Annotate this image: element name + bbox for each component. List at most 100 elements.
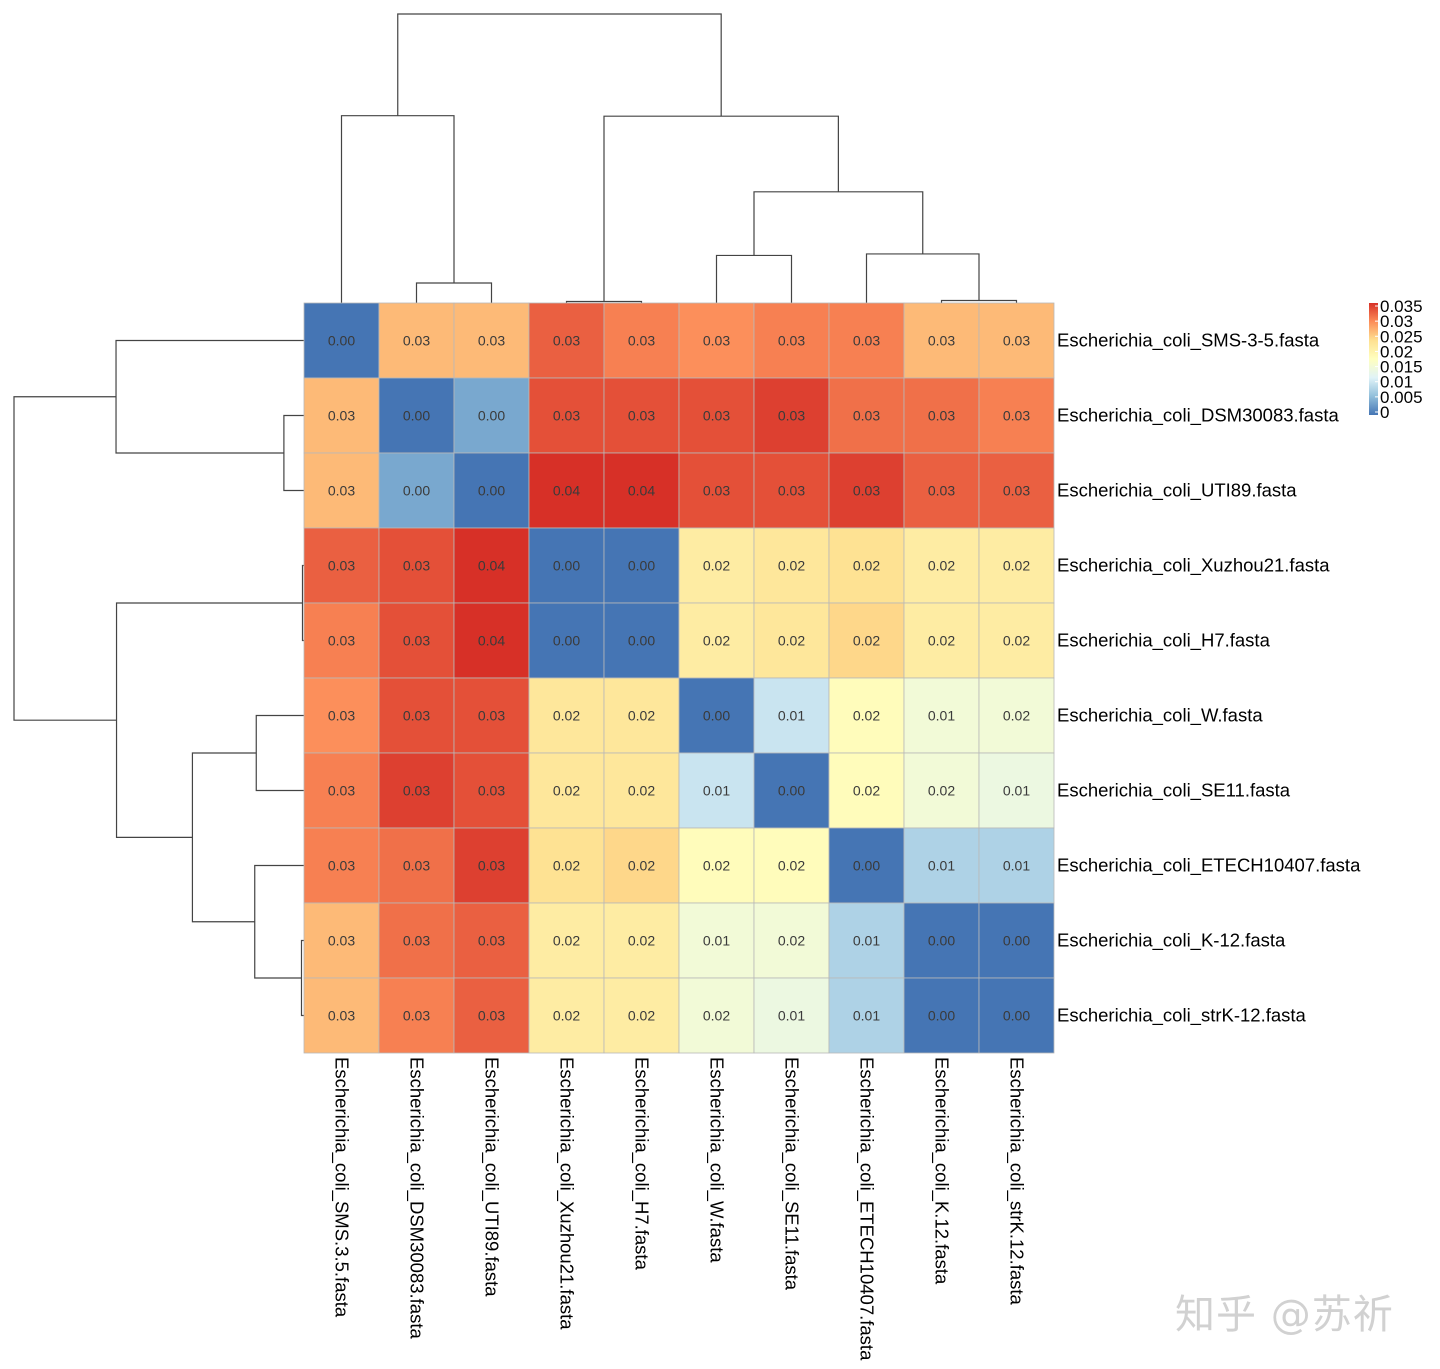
cell-value-label: 0.02 — [778, 633, 805, 649]
heatmap-cell-r9-c3 — [528, 977, 605, 1054]
cell-value-label: 0.03 — [1003, 408, 1030, 424]
column-dendrogram-branch — [340, 115, 455, 303]
heatmap-cell-r0-c0 — [303, 302, 380, 379]
heatmap-cell-r4-c2 — [453, 602, 530, 679]
row-label: Escherichia_coli_H7.fasta — [1057, 630, 1271, 652]
heatmap-cell-r7-c2 — [453, 827, 530, 904]
cell-value-label: 0.02 — [853, 783, 880, 799]
cell-value-label: 0.02 — [703, 633, 730, 649]
heatmap-cell-r6-c0 — [303, 752, 380, 829]
cell-value-label: 0.03 — [403, 783, 430, 799]
row-dendrogram — [13, 339, 304, 1017]
heatmap-cell-r0-c9 — [978, 302, 1055, 379]
heatmap-cell-r8-c1 — [378, 902, 455, 979]
heatmap-cell-r8-c2 — [453, 902, 530, 979]
cell-value-label: 0.03 — [328, 408, 355, 424]
cell-value-label: 0.03 — [403, 858, 430, 874]
cell-value-label: 0.03 — [403, 333, 430, 349]
cell-value-label: 0.00 — [628, 558, 655, 574]
cell-value-label: 0.02 — [1003, 708, 1030, 724]
cell-value-label: 0.03 — [478, 933, 505, 949]
heatmap-cell-r9-c5 — [678, 977, 755, 1054]
cell-value-label: 0.02 — [1003, 558, 1030, 574]
cell-value-label: 0.02 — [553, 1008, 580, 1024]
cell-value-label: 0.02 — [853, 633, 880, 649]
cell-value-label: 0.03 — [403, 558, 430, 574]
legend-tick-label: 0.02 — [1380, 342, 1413, 361]
heatmap-cell-r9-c2 — [453, 977, 530, 1054]
cell-value-label: 0.02 — [778, 933, 805, 949]
row-label: Escherichia_coli_UTI89.fasta — [1057, 480, 1297, 502]
heatmap-cell-r5-c0 — [303, 677, 380, 754]
cell-value-label: 0.03 — [328, 858, 355, 874]
cell-value-label: 0.03 — [328, 483, 355, 499]
heatmap-cells: 0.00 0.03 0.03 0.03 0.03 0.03 0.03 0.03 0.03 0.03… — [303, 302, 1055, 1054]
heatmap-cell-r4-c3 — [528, 602, 605, 679]
cell-value-label: 0.00 — [328, 333, 355, 349]
cell-value-label: 0.02 — [853, 558, 880, 574]
cell-value-label: 0.03 — [403, 1008, 430, 1024]
cell-value-label: 0.03 — [928, 408, 955, 424]
cell-value-label: 0.02 — [928, 633, 955, 649]
heatmap-cell-r2-c6 — [753, 452, 830, 529]
cell-value-label: 0.03 — [553, 408, 580, 424]
cell-value-label: 0.03 — [403, 933, 430, 949]
legend-tick-label: 0 — [1380, 403, 1389, 422]
cell-value-label: 0.03 — [928, 483, 955, 499]
heatmap-cell-r2-c1 — [378, 452, 455, 529]
cell-value-label: 0.03 — [1003, 333, 1030, 349]
heatmap-cell-r6-c9 — [978, 752, 1055, 829]
column-label: Escherichia_coli_W.fasta — [706, 1057, 728, 1263]
heatmap-cell-r3-c9 — [978, 527, 1055, 604]
cell-value-label: 0.00 — [553, 558, 580, 574]
row-label: Escherichia_coli_Xuzhou21.fasta — [1057, 555, 1330, 577]
row-label: Escherichia_coli_SE11.fasta — [1057, 780, 1291, 802]
heatmap-cell-r0-c8 — [903, 302, 980, 379]
cell-value-label: 0.03 — [478, 708, 505, 724]
cell-value-label: 0.03 — [703, 483, 730, 499]
heatmap-cell-r5-c3 — [528, 677, 605, 754]
heatmap-cell-r0-c5 — [678, 302, 755, 379]
cell-value-label: 0.00 — [778, 783, 805, 799]
column-dendrogram-branch — [940, 299, 1018, 303]
column-label: Escherichia_coli_UTI89.fasta — [481, 1057, 503, 1297]
heatmap-cell-r4-c5 — [678, 602, 755, 679]
heatmap-cell-r3-c1 — [378, 527, 455, 604]
row-dendrogram-branch — [115, 339, 304, 454]
cell-value-label: 0.03 — [328, 558, 355, 574]
cell-value-label: 0.02 — [703, 1008, 730, 1024]
heatmap-cell-r2-c3 — [528, 452, 605, 529]
cell-value-label: 0.03 — [1003, 483, 1030, 499]
row-label: Escherichia_coli_K-12.fasta — [1057, 930, 1286, 952]
cell-value-label: 0.03 — [928, 333, 955, 349]
heatmap-cell-r1-c9 — [978, 377, 1055, 454]
legend-tick-label: 0.025 — [1380, 327, 1423, 346]
row-label: Escherichia_coli_SMS-3-5.fasta — [1057, 330, 1320, 352]
heatmap-cell-r9-c8 — [903, 977, 980, 1054]
cell-value-label: 0.01 — [853, 1008, 880, 1024]
row-dendrogram-branch — [13, 396, 117, 721]
column-label: Escherichia_coli_Xuzhou21.fasta — [556, 1057, 578, 1330]
column-label: Escherichia_coli_H7.fasta — [631, 1057, 653, 1271]
cell-value-label: 0.03 — [628, 333, 655, 349]
cell-value-label: 0.00 — [403, 483, 430, 499]
cell-value-label: 0.02 — [628, 933, 655, 949]
column-label: Escherichia_coli_SMS.3.5.fasta — [331, 1057, 353, 1318]
cell-value-label: 0.03 — [478, 858, 505, 874]
legend-tick-label: 0.005 — [1380, 388, 1423, 407]
cell-value-label: 0.02 — [1003, 633, 1030, 649]
row-dendrogram-branch — [255, 714, 304, 792]
heatmap-cell-r3-c6 — [753, 527, 830, 604]
row-label: Escherichia_coli_strK-12.fasta — [1057, 1005, 1307, 1027]
cell-value-label: 0.02 — [553, 783, 580, 799]
heatmap-cell-r6-c1 — [378, 752, 455, 829]
cell-value-label: 0.00 — [628, 633, 655, 649]
cell-value-label: 0.02 — [628, 708, 655, 724]
cell-value-label: 0.02 — [778, 558, 805, 574]
heatmap-cell-r4-c0 — [303, 602, 380, 679]
heatmap-cell-r7-c0 — [303, 827, 380, 904]
legend-tick-label: 0.015 — [1380, 358, 1423, 377]
heatmap-cell-r6-c3 — [528, 752, 605, 829]
cell-value-label: 0.03 — [328, 783, 355, 799]
